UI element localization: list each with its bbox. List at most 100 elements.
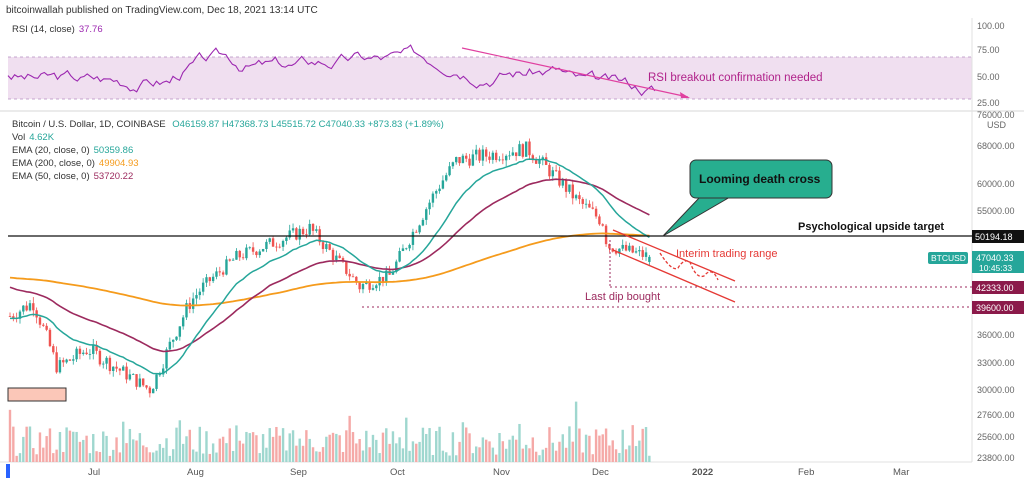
- volume-bar: [398, 437, 401, 462]
- support1-tag-text: 42333.00: [976, 283, 1014, 293]
- ema200-legend: EMA (200, close, 0) 49904.93: [12, 158, 139, 169]
- currency-label: USD: [987, 120, 1007, 130]
- volume-bar: [588, 435, 591, 462]
- volume-bar: [328, 434, 331, 462]
- candle-body: [238, 250, 241, 258]
- candle-body: [488, 156, 491, 160]
- volume-bar: [325, 436, 328, 462]
- candle-body: [28, 303, 32, 311]
- volume-bar: [638, 440, 641, 462]
- volume-bar: [621, 429, 624, 462]
- candle-body: [528, 141, 531, 156]
- candle-body: [591, 207, 594, 209]
- candle-body: [508, 155, 511, 157]
- candle-body: [541, 157, 544, 160]
- volume-bar: [45, 436, 48, 462]
- candle-body: [58, 360, 62, 373]
- volume-bar: [271, 436, 275, 462]
- volume-bar: [285, 450, 288, 462]
- volume-bar: [218, 438, 221, 462]
- volume-bar: [554, 450, 558, 462]
- volume-bar: [132, 439, 135, 462]
- candle-body: [435, 191, 438, 194]
- volume-bar: [475, 446, 478, 462]
- candle-body: [381, 276, 385, 283]
- volume-bar: [175, 427, 178, 462]
- volume-bar: [581, 452, 584, 462]
- range-projection: [659, 252, 719, 281]
- candle-body: [38, 317, 42, 325]
- candle-body: [358, 282, 361, 290]
- candle-body: [181, 317, 185, 327]
- volume-bar: [25, 426, 28, 462]
- x-tick-mar: Mar: [893, 467, 909, 478]
- candle-body: [148, 387, 152, 394]
- volume-bar: [62, 451, 65, 462]
- vol-legend: Vol 4.62K: [12, 132, 54, 143]
- ticker-tag: [928, 252, 968, 264]
- volume-bar: [65, 427, 68, 462]
- candle-body: [604, 225, 608, 245]
- candle-body: [438, 188, 441, 192]
- volume-bar: [624, 449, 628, 462]
- volume-bar: [598, 435, 601, 462]
- volume-bar: [388, 443, 391, 462]
- volume-bar: [108, 455, 112, 462]
- volume-bar: [428, 428, 431, 462]
- price-tick-23800: 23800.00: [977, 453, 1015, 463]
- candle-body: [118, 368, 122, 371]
- candle-body: [291, 228, 295, 231]
- death-cross-callout: [689, 159, 833, 199]
- support1-tag: [972, 281, 1024, 294]
- volume-bar: [22, 436, 25, 462]
- candle-body: [171, 339, 175, 342]
- candle-body: [568, 184, 571, 192]
- candle-body: [564, 179, 568, 192]
- ema200-line: [9, 232, 650, 307]
- volume-bar: [521, 448, 525, 462]
- candle-body: [102, 363, 105, 365]
- volume-bar: [18, 453, 22, 462]
- volume-bar: [574, 401, 578, 462]
- candle-body: [281, 240, 285, 247]
- candle-body: [68, 359, 72, 361]
- symbol-legend: Bitcoin / U.S. Dollar, 1D, COINBASE O461…: [12, 119, 444, 130]
- volume-bar: [608, 445, 611, 462]
- volume-bar: [411, 441, 415, 462]
- candle-body: [521, 144, 525, 157]
- volume-bar: [568, 426, 571, 462]
- x-tick-sep: Sep: [290, 467, 307, 478]
- volume-bar: [308, 438, 311, 462]
- candle-body: [461, 155, 465, 164]
- candle-body: [265, 241, 268, 250]
- volume-bar: [321, 447, 325, 462]
- candle-body: [198, 291, 202, 296]
- rsi-tick-25: 25.00: [977, 98, 1000, 108]
- candle-body: [484, 149, 488, 157]
- price-tick-33000: 33000.00: [977, 358, 1015, 368]
- ticker-tag-text: BTCUSD: [931, 253, 966, 263]
- candle-body: [268, 238, 271, 242]
- volume-bar: [98, 451, 102, 462]
- volume-bar: [78, 441, 82, 462]
- ema200-value: 49904.93: [98, 158, 139, 169]
- volume-bars: [8, 401, 651, 462]
- volume-bar: [191, 449, 195, 462]
- candle-body: [22, 305, 25, 312]
- candle-body: [305, 234, 308, 235]
- rsi-tick-100: 100.00: [977, 21, 1005, 31]
- last-price-tag: [972, 251, 1024, 273]
- candle-body: [538, 159, 541, 164]
- volume-bar: [135, 440, 138, 462]
- volume-bar: [128, 428, 132, 462]
- rsi-annotation: RSI breakout confirmation needed: [648, 72, 823, 84]
- x-tick-oct: Oct: [390, 467, 405, 478]
- ema20-legend: EMA (20, close, 0) 50359.86: [12, 145, 133, 156]
- x-tick-nov: Nov: [493, 467, 510, 478]
- volume-bar: [298, 438, 301, 462]
- volume-bar: [261, 434, 265, 462]
- candle-body: [208, 277, 211, 282]
- volume-bar: [8, 409, 12, 462]
- candle-body: [581, 199, 584, 204]
- candle-body: [368, 281, 371, 290]
